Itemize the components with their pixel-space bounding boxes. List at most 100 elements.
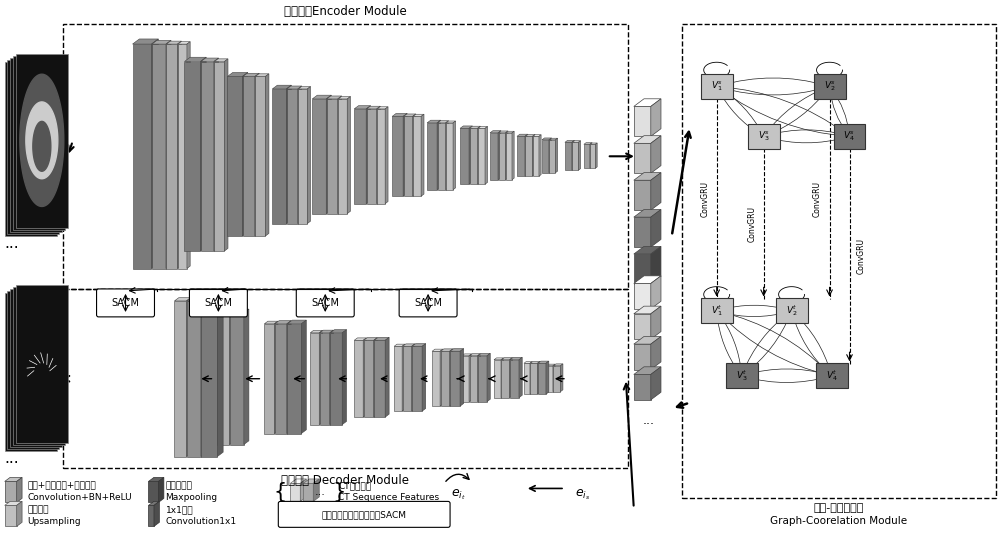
Polygon shape (290, 484, 300, 502)
Text: SACM: SACM (414, 298, 442, 308)
Polygon shape (634, 246, 661, 254)
Polygon shape (578, 141, 581, 170)
Polygon shape (385, 107, 388, 203)
Bar (63, 289, 628, 469)
Polygon shape (403, 346, 412, 411)
Text: $V_3^s$: $V_3^s$ (758, 130, 770, 143)
Polygon shape (651, 99, 661, 136)
Polygon shape (255, 76, 265, 236)
Polygon shape (530, 361, 532, 394)
Polygon shape (201, 297, 206, 457)
Polygon shape (530, 363, 537, 394)
Polygon shape (5, 502, 22, 505)
Polygon shape (303, 484, 313, 502)
Polygon shape (217, 313, 229, 445)
Text: Upsampling: Upsampling (28, 517, 81, 526)
Text: 最大池化层: 最大池化层 (165, 481, 192, 491)
Polygon shape (374, 338, 389, 340)
Polygon shape (634, 314, 651, 339)
Text: Graph-Coorelation Module: Graph-Coorelation Module (770, 516, 908, 526)
Polygon shape (490, 131, 501, 133)
Polygon shape (412, 344, 426, 346)
Polygon shape (634, 107, 651, 136)
Text: 1x1卷积: 1x1卷积 (165, 505, 193, 514)
Polygon shape (462, 354, 472, 356)
Polygon shape (499, 131, 508, 133)
Polygon shape (634, 374, 651, 400)
Polygon shape (517, 134, 528, 136)
Polygon shape (230, 309, 249, 313)
Polygon shape (501, 358, 512, 360)
Polygon shape (584, 143, 592, 144)
Polygon shape (377, 109, 385, 203)
Polygon shape (184, 57, 206, 62)
Polygon shape (133, 44, 151, 268)
Polygon shape (338, 99, 347, 214)
Polygon shape (243, 76, 255, 236)
Polygon shape (392, 116, 403, 196)
Polygon shape (547, 364, 555, 366)
Polygon shape (187, 297, 206, 301)
Polygon shape (320, 330, 333, 333)
Text: {: { (273, 483, 286, 503)
Polygon shape (470, 126, 480, 128)
Polygon shape (214, 58, 219, 251)
Polygon shape (184, 62, 200, 251)
Polygon shape (264, 321, 278, 324)
Polygon shape (469, 126, 472, 184)
Polygon shape (404, 114, 416, 116)
Polygon shape (450, 351, 460, 406)
Polygon shape (519, 358, 522, 398)
Polygon shape (525, 134, 528, 176)
Polygon shape (441, 351, 450, 406)
Polygon shape (374, 338, 377, 417)
Polygon shape (555, 138, 558, 173)
Polygon shape (634, 217, 651, 247)
Polygon shape (187, 42, 190, 268)
Polygon shape (412, 346, 422, 411)
Text: 解码模块 Decoder Module: 解码模块 Decoder Module (281, 474, 409, 487)
Polygon shape (590, 143, 597, 144)
Polygon shape (533, 135, 541, 136)
Text: ...: ... (5, 451, 19, 465)
Polygon shape (547, 366, 553, 392)
Polygon shape (460, 348, 464, 406)
Polygon shape (595, 143, 597, 168)
Polygon shape (274, 321, 278, 433)
Polygon shape (310, 331, 322, 333)
Polygon shape (392, 114, 407, 116)
Polygon shape (634, 276, 661, 283)
Polygon shape (301, 320, 306, 433)
Polygon shape (651, 337, 661, 370)
Polygon shape (634, 136, 661, 143)
Polygon shape (178, 42, 190, 44)
Polygon shape (487, 353, 490, 401)
Polygon shape (446, 121, 448, 190)
Polygon shape (307, 87, 311, 223)
Polygon shape (178, 44, 187, 268)
Text: 上采样层: 上采样层 (28, 505, 49, 514)
Text: SACM: SACM (204, 298, 232, 308)
Polygon shape (553, 364, 555, 392)
Polygon shape (440, 349, 443, 406)
Polygon shape (506, 133, 512, 180)
Bar (5, 62, 57, 236)
Polygon shape (5, 477, 22, 481)
Text: CT序列特征: CT序列特征 (338, 481, 371, 491)
Polygon shape (394, 346, 402, 411)
Text: Convolution+BN+ReLU: Convolution+BN+ReLU (28, 493, 132, 503)
Polygon shape (584, 144, 590, 168)
Polygon shape (572, 142, 578, 170)
Polygon shape (374, 340, 385, 417)
Text: ConvGRU: ConvGRU (813, 181, 822, 217)
Polygon shape (538, 363, 546, 394)
Polygon shape (272, 89, 286, 223)
Polygon shape (300, 479, 306, 502)
Polygon shape (148, 502, 159, 505)
Polygon shape (20, 74, 64, 207)
Polygon shape (478, 127, 488, 128)
Text: $V_4^s$: $V_4^s$ (843, 130, 856, 143)
Polygon shape (287, 86, 302, 89)
Polygon shape (478, 126, 480, 184)
Polygon shape (441, 349, 453, 351)
